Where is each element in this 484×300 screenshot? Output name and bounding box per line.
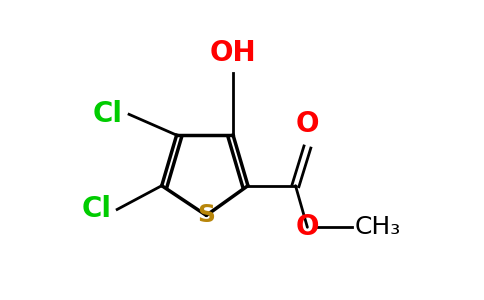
Text: Cl: Cl bbox=[93, 100, 123, 128]
Text: O: O bbox=[296, 213, 319, 241]
Text: OH: OH bbox=[210, 39, 257, 67]
Text: O: O bbox=[296, 110, 319, 138]
Text: S: S bbox=[197, 203, 215, 227]
Text: CH₃: CH₃ bbox=[355, 215, 401, 239]
Text: Cl: Cl bbox=[81, 195, 111, 224]
